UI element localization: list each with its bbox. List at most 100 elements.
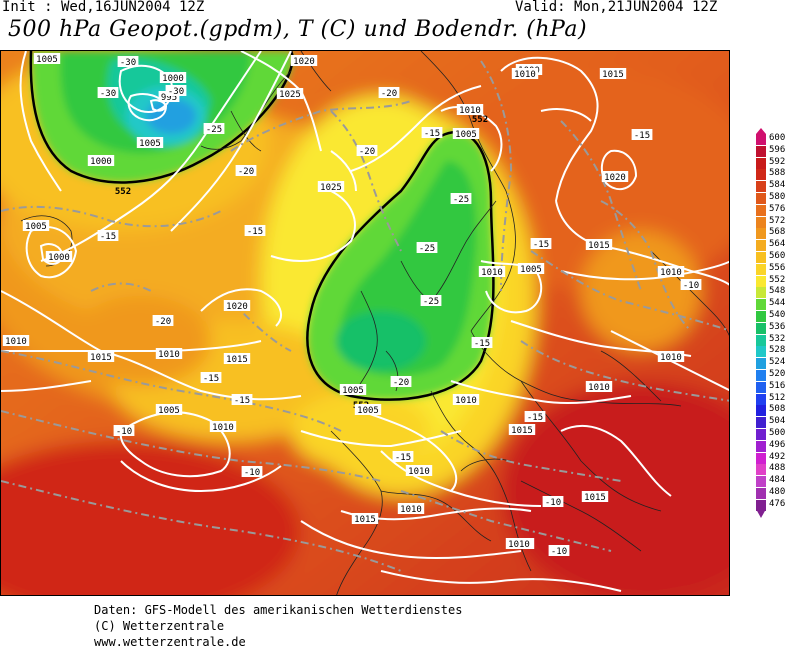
legend-label: 532 xyxy=(769,333,786,344)
label-text: 1005 xyxy=(158,406,180,416)
legend-label: 540 xyxy=(769,310,786,320)
init-time: Init : Wed,16JUN2004 12Z xyxy=(2,0,205,15)
legend-label: 564 xyxy=(769,239,786,250)
data-source-credit: Daten: GFS-Modell des amerikanischen Wet… xyxy=(94,603,463,617)
temperature-label: -15 xyxy=(524,411,546,423)
label-background xyxy=(235,165,257,176)
temperature-label: -10 xyxy=(241,466,263,478)
label-text: 1010 xyxy=(455,396,477,406)
temperature-label: -15 xyxy=(231,394,253,406)
legend-swatch xyxy=(756,488,766,499)
legend-swatch xyxy=(756,228,766,240)
temperature-label: -30 xyxy=(117,56,139,68)
legend-swatch xyxy=(756,346,766,358)
label-text: 1000 xyxy=(162,74,184,84)
legend-swatch xyxy=(756,429,766,440)
weather-map: 1005 -30 1000 995 -30 -30 1020 1025 -25 -20 1005 10… xyxy=(0,50,730,596)
chart-title: 500 hPa Geopot.(gpdm), T (C) und Bodendr… xyxy=(8,17,588,42)
label-background xyxy=(631,129,653,140)
label-background xyxy=(420,295,442,306)
temperature-label: -15 xyxy=(392,451,414,463)
label-text: 1010 xyxy=(660,353,682,363)
legend-label: 488 xyxy=(769,463,786,474)
contour-552-scandinavia xyxy=(306,130,495,401)
label-text: 1025 xyxy=(320,183,342,193)
pressure-label: 1010 xyxy=(585,381,613,393)
map-labels: 1005 -301000995-30-3010201025-25-20100510… xyxy=(2,53,702,557)
pressure-label: 1020 xyxy=(223,300,251,312)
label-text: -25 xyxy=(453,195,469,205)
legend-label: 512 xyxy=(769,392,786,403)
temperature-label: -15 xyxy=(97,230,119,242)
label-text: -15 xyxy=(395,453,411,463)
label-background xyxy=(585,239,613,250)
temperature-label: -30 xyxy=(97,87,119,99)
label-text: 1000 xyxy=(90,157,112,167)
label-text: 1005 xyxy=(357,406,379,416)
pressure-label: 995 xyxy=(158,91,180,103)
legend-label: 524 xyxy=(769,357,786,368)
label-text: -25 xyxy=(419,244,435,254)
label-background xyxy=(152,315,174,326)
label-text: 1005 xyxy=(455,130,477,140)
temperature-label: -20 xyxy=(390,376,412,388)
pressure-label: 1015 xyxy=(351,513,379,525)
label-text: -20 xyxy=(155,317,171,327)
pressure-label: 1010 xyxy=(456,104,484,116)
legend-label: 600 xyxy=(769,133,786,143)
pressure-label: 1015 xyxy=(581,491,609,503)
pressure-label: 1010 xyxy=(511,68,539,80)
temperature-label: -10 xyxy=(113,425,135,437)
label-background xyxy=(405,465,433,476)
contour-552-greenland xyxy=(29,51,294,184)
pressure-label: 1015 xyxy=(585,239,613,251)
legend-swatch xyxy=(756,370,766,381)
website-credit[interactable]: www.wetterzentrale.de xyxy=(94,635,246,649)
copyright-credit: (C) Wetterzentrale xyxy=(94,619,225,633)
label-text: -10 xyxy=(545,498,561,508)
label-text: -25 xyxy=(423,297,439,307)
legend-top-arrow xyxy=(756,128,766,134)
label-background xyxy=(599,68,627,79)
label-text: 995 xyxy=(161,93,177,103)
label-background xyxy=(244,225,266,236)
label-background xyxy=(155,404,183,415)
label-text: -15 xyxy=(203,374,219,384)
label-background xyxy=(392,451,414,462)
label-background xyxy=(317,181,345,192)
pressure-label: 1005 xyxy=(339,384,367,396)
legend-bottom-arrow xyxy=(756,509,766,518)
legend-label: 548 xyxy=(769,286,786,297)
label-background xyxy=(339,384,367,395)
temperature-label: -20 xyxy=(356,145,378,157)
geopotential-label: 552 xyxy=(472,115,488,125)
pressure-label: 1005 xyxy=(517,263,545,275)
legend-swatch xyxy=(756,440,766,452)
legend-swatch xyxy=(756,452,766,464)
label-background xyxy=(45,251,73,262)
pressure-label: 1005 xyxy=(354,404,382,416)
pressure-label: 1025 xyxy=(276,88,304,100)
temperature-label: -30 xyxy=(165,85,187,97)
legend-swatch xyxy=(756,334,766,346)
label-text: -15 xyxy=(634,131,650,141)
label-background xyxy=(478,266,506,277)
label-text: 1010 xyxy=(158,350,180,360)
label-text: 552 xyxy=(115,187,131,197)
temperature-label: -20 xyxy=(235,165,257,177)
label-background xyxy=(136,137,164,148)
legend-label: 576 xyxy=(769,203,786,214)
legend-label: 504 xyxy=(769,416,786,427)
pressure-label: 1010 xyxy=(505,538,533,550)
pressure-label: 1010 xyxy=(657,266,685,278)
label-background xyxy=(505,538,533,549)
label-background xyxy=(452,394,480,405)
label-text: 552 xyxy=(472,115,488,125)
label-text: 1015 xyxy=(90,353,112,363)
label-text: -30 xyxy=(100,89,116,99)
legend-swatch xyxy=(756,275,766,287)
label-text: -20 xyxy=(381,89,397,99)
legend-label: 476 xyxy=(769,498,786,509)
legend-swatch xyxy=(756,464,766,476)
legend-swatch xyxy=(756,240,766,252)
